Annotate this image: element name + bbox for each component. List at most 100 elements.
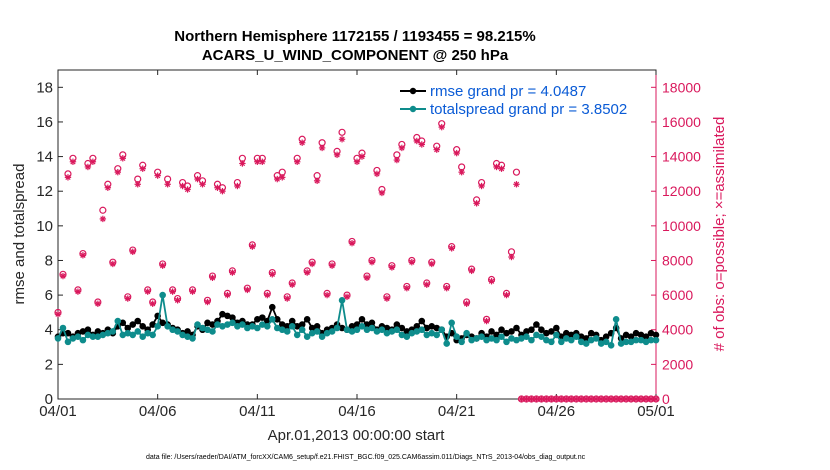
obs-assimilated-marker xyxy=(418,141,425,148)
totalspread-point xyxy=(298,326,306,334)
asterisk-stroke xyxy=(513,181,520,187)
plot-area: 0 2 4 6 8 10 12 14 16 18 0 2000 4000 6000 8000 10000 120… xyxy=(36,69,701,420)
asterisk-stroke xyxy=(95,301,101,307)
obs-assimilated-marker xyxy=(94,300,102,307)
asterisk-stroke xyxy=(583,396,589,402)
x-tick-label: 04/16 xyxy=(338,403,376,420)
y-tick-left-label: 14 xyxy=(36,149,53,166)
asterisk-stroke xyxy=(289,282,295,288)
totalspread-point xyxy=(443,340,451,347)
obs-assimilated-marker xyxy=(463,300,470,307)
obs-assimilated-marker xyxy=(129,248,136,256)
asterisk-stroke xyxy=(209,275,216,281)
asterisk-stroke xyxy=(478,183,485,189)
asterisk-stroke xyxy=(150,301,156,307)
asterisk-stroke xyxy=(558,396,564,402)
obs-assimilated-marker xyxy=(209,274,216,281)
asterisk-stroke xyxy=(100,216,106,222)
asterisk-stroke xyxy=(648,396,654,402)
asterisk-stroke xyxy=(140,166,146,172)
totalspread-point xyxy=(548,338,555,346)
asterisk-stroke xyxy=(414,138,420,144)
obs-assimilated-marker xyxy=(413,137,420,145)
totalspread-point xyxy=(59,324,67,332)
asterisk-stroke xyxy=(613,396,619,402)
totalspread-point xyxy=(283,328,291,335)
legend-rmse-label: rmse grand pr = 4.0487 xyxy=(430,83,586,100)
obs-assimilated-marker xyxy=(114,168,121,176)
totalspread-point xyxy=(229,319,236,327)
obs-assimilated-marker xyxy=(448,245,455,252)
asterisk-stroke xyxy=(399,145,405,151)
asterisk-stroke xyxy=(164,181,171,187)
asterisk-stroke xyxy=(90,159,96,165)
obs-assimilated-marker xyxy=(74,288,82,295)
obs-assimilated-marker xyxy=(508,253,515,261)
obs-assimilated-marker xyxy=(358,153,366,160)
y-tick-left-label: 16 xyxy=(36,114,53,131)
totalspread-point xyxy=(602,338,610,346)
totalspread-point xyxy=(567,336,575,344)
asterisk-stroke xyxy=(603,396,609,402)
obs-assimilated-marker xyxy=(458,168,465,176)
obs-assimilated-marker xyxy=(254,158,261,165)
obs-assimilated-marker xyxy=(363,274,371,281)
rmse-point xyxy=(139,322,147,330)
totalspread-point xyxy=(558,338,565,346)
obs-assimilated-marker xyxy=(493,163,500,171)
asterisk-stroke xyxy=(179,183,186,189)
asterisk-stroke xyxy=(159,263,166,269)
totalspread-point xyxy=(538,333,545,340)
asterisk-stroke xyxy=(593,396,599,402)
rmse-point xyxy=(498,326,505,334)
obs-assimilated-marker xyxy=(438,123,445,131)
obs-assimilated-marker xyxy=(279,174,286,181)
asterisk-stroke xyxy=(623,396,629,402)
obs-assimilated-marker xyxy=(408,259,416,266)
data-file-footnote: data file: /Users/raeder/DAI/ATM_forcXX/… xyxy=(146,454,586,461)
asterisk-stroke xyxy=(294,159,300,165)
asterisk-stroke xyxy=(70,159,76,165)
asterisk-stroke xyxy=(404,285,410,291)
asterisk-stroke xyxy=(543,396,550,402)
legend-rmse-marker xyxy=(409,87,417,95)
y-tick-left-label: 2 xyxy=(45,356,53,373)
asterisk-stroke xyxy=(638,396,644,402)
totalspread-point xyxy=(553,331,560,339)
obs-assimilated-marker xyxy=(104,184,112,191)
obs-assimilated-marker xyxy=(239,160,246,167)
asterisk-stroke xyxy=(449,245,455,252)
obs-assimilated-marker xyxy=(478,182,485,190)
asterisk-stroke xyxy=(473,200,480,206)
obs-assimilated-marker xyxy=(423,281,430,288)
obs-assimilated-marker xyxy=(453,149,460,157)
obs-assimilated-marker xyxy=(189,288,196,295)
asterisk-stroke xyxy=(85,164,91,170)
y-tick-left-label: 12 xyxy=(36,183,53,200)
asterisk-stroke xyxy=(145,288,151,295)
chart-title-line2: ACARS_U_WIND_COMPONENT @ 250 hPa xyxy=(202,47,509,64)
obs-possible-marker xyxy=(99,206,107,214)
asterisk-stroke xyxy=(120,155,126,161)
obs-assimilated-marker xyxy=(199,181,206,188)
asterisk-stroke xyxy=(105,185,111,191)
obs-assimilated-marker xyxy=(109,260,117,268)
asterisk-stroke xyxy=(155,172,161,179)
rmse-point xyxy=(553,324,560,332)
asterisk-stroke xyxy=(169,288,176,295)
totalspread-point xyxy=(293,331,301,339)
obs-assimilated-marker xyxy=(433,146,440,153)
asterisk-stroke xyxy=(608,396,614,402)
totalspread-point xyxy=(318,333,326,340)
obs-assimilated-marker xyxy=(343,293,351,301)
asterisk-stroke xyxy=(628,396,634,402)
totalspread-point xyxy=(239,321,246,328)
asterisk-stroke xyxy=(643,396,649,402)
x-axis-label: Apr.01,2013 00:00:00 start xyxy=(268,427,446,444)
rmse-point xyxy=(533,321,540,328)
totalspread-point xyxy=(572,333,580,340)
obs-assimilated-marker xyxy=(473,200,480,207)
asterisk-stroke xyxy=(189,288,196,295)
obs-assimilated-marker xyxy=(229,269,236,276)
asterisk-stroke xyxy=(354,159,360,165)
